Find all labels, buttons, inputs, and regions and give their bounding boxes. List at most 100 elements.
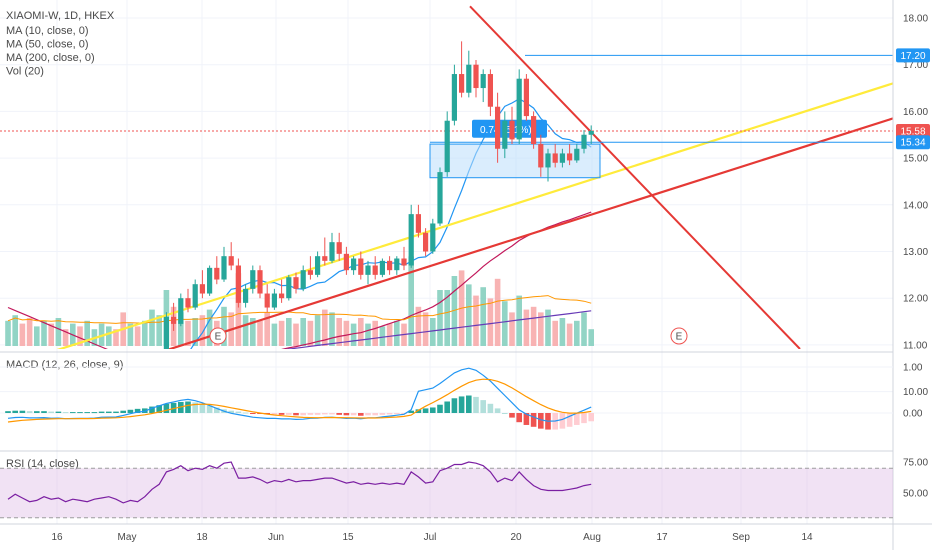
volume-bar [48,323,54,346]
macd-label: MACD (12, 26, close, 9) [6,359,123,371]
macd-histogram-bar [34,411,40,413]
macd-histogram-bar [163,403,170,413]
candle-body [466,64,472,93]
volume-bar [552,320,558,346]
volume-bar [516,295,522,346]
candle-body [538,144,544,168]
volume-bar [12,315,18,346]
volume-bar [314,315,321,346]
candle-body [531,116,537,145]
volume-bar [466,284,472,346]
candle-body [5,378,10,387]
volume-bar [142,320,148,346]
candle-body [387,260,393,271]
candle-body [85,387,90,389]
macd-pane[interactable]: MACD (12, 26, close, 9) 1.00 0.00 [0,359,923,430]
candle-body [358,258,364,275]
macd-histogram-bar [242,412,249,414]
volume-bar [530,306,537,346]
price-tag-box [896,135,930,150]
price-tick-label: 14.00 [903,200,928,211]
rsi-tick-label: 75.00 [903,458,928,469]
volume-bar [127,323,134,346]
candle-body [343,253,349,271]
time-tick-label: Aug [583,532,601,543]
time-tick-label: May [118,532,137,543]
volume-bar [444,290,450,346]
volume-bars [5,256,594,346]
volume-bar [343,320,350,346]
candle-body [149,371,154,385]
legend-entry: MA (10, close, 0) [6,25,89,37]
volume-bar [286,318,292,346]
price-range-box [429,143,601,179]
volume-bar [480,287,486,346]
candle-body [487,74,493,107]
volume-bar [41,320,47,346]
earnings-marker-label: E [215,332,222,343]
candle-body [264,293,270,308]
macd-histogram-bar [307,413,314,415]
price-pane[interactable]: 0.74 (5.1%) EE 18.0017.0016.0015.0014.00… [0,0,930,524]
macd-histogram-bar [559,413,566,429]
candle-body [157,354,162,370]
candle-body [163,316,169,349]
macd-histogram-bar [98,411,105,413]
price-tick-label: 15.00 [903,154,928,165]
macd-histogram-bar [19,410,26,413]
volume-bar [379,326,386,346]
macd-histogram-bar [574,413,580,425]
legend-entry: MA (50, close, 0) [6,39,89,51]
volume-bar [185,320,191,346]
time-tick-label: Sep [732,532,750,543]
macd-histogram-bar [286,413,292,415]
volume-bar [358,318,364,346]
price-tick-label: 10.00 [903,387,928,398]
macd-histogram-bar [55,411,62,413]
candle-body [480,74,486,89]
candle-body [286,277,292,299]
macd-histogram-bar [458,396,465,413]
candle-body [27,382,32,391]
macd-tick-label: 1.00 [903,363,923,374]
macd-histogram-bar [206,405,213,413]
candle-body [567,153,573,161]
candle-body [34,380,39,392]
legend-entry: MA (200, close, 0) [6,52,95,64]
earnings-marker-label: E [676,332,683,343]
volume-bar [545,309,551,346]
trendline-drawings: 0.74 (5.1%) [0,5,893,349]
macd-histogram-bar [588,413,594,422]
volume-bar [84,320,90,346]
time-tick-label: 17 [656,532,668,543]
volume-bar [206,309,213,346]
candle-body [365,265,371,275]
volume-bar [588,329,594,346]
candle-body [185,298,191,308]
candle-body [41,378,46,380]
macd-histogram-bar [437,404,443,413]
candle-body [300,270,306,289]
volume-bar [192,318,198,346]
volume-bar [372,320,378,346]
volume-bar [221,306,227,346]
macd-histogram-bar [70,412,76,414]
volume-bar [271,323,278,346]
volume-bar [538,312,544,346]
candle-body [444,120,450,173]
support-trendline [166,117,893,349]
rsi-label: RSI (14, close) [6,458,79,470]
volume-bar [509,312,515,346]
candle-body [199,284,205,294]
macd-axis: 1.00 0.00 [903,363,923,420]
candle-body [408,214,414,266]
candle-body [315,256,321,275]
macd-histogram-bar [84,412,90,414]
volume-bar [394,320,400,346]
volume-bar [134,326,141,346]
symbol-label: XIAOMI-W, 1D, HKEX [6,10,115,22]
macd-histogram-bar [127,409,134,413]
rsi-pane[interactable]: RSI (14, close) 75.00 50.00 [0,458,928,519]
